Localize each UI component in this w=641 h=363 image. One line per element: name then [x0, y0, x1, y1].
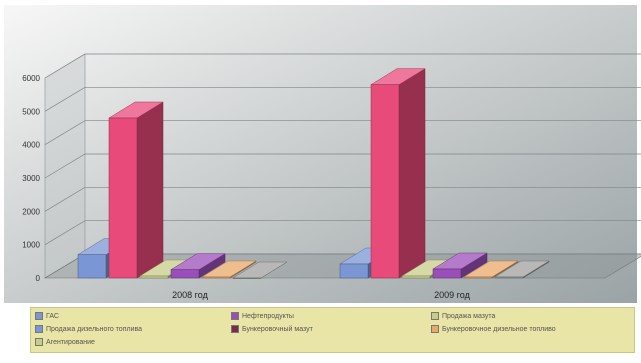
y-tick-label: 1000 — [22, 241, 40, 250]
bar — [463, 260, 519, 279]
bar-front — [370, 84, 400, 279]
gridline — [44, 53, 641, 79]
bar-front — [494, 276, 524, 279]
legend-label: Продажа мазута — [442, 312, 496, 320]
y-tick-label: 6000 — [22, 74, 40, 83]
legend-item: Нефтепродукты — [231, 312, 294, 320]
bar — [370, 68, 426, 279]
bar-front — [432, 268, 462, 279]
bar — [108, 101, 164, 279]
legend-swatch — [431, 325, 439, 333]
x-category-label: 2009 год — [434, 290, 470, 300]
bar-front — [108, 117, 138, 279]
y-tick-label: 5000 — [22, 107, 40, 116]
bars-layer — [77, 68, 550, 279]
legend-swatch — [231, 325, 239, 333]
bar-front — [201, 276, 231, 279]
legend-swatch — [35, 338, 43, 346]
legend-label: Агентирование — [46, 338, 95, 346]
gridline — [44, 220, 641, 245]
bar-front — [463, 276, 493, 279]
legend-item: Бункеровочное дизельное топливо — [431, 325, 556, 333]
legend-item: Агентирование — [35, 338, 95, 346]
legend-label: Бункеровочное дизельное топливо — [442, 325, 556, 333]
legend-label: Нефтепродукты — [242, 312, 294, 320]
legend-swatch — [35, 312, 43, 320]
bar-front — [77, 254, 107, 279]
legend-label: Продажа дизельного топлива — [46, 325, 143, 333]
gridline — [44, 86, 641, 112]
bar — [170, 253, 226, 279]
gridline — [44, 153, 641, 179]
x-category-label: 2008 год — [172, 290, 208, 300]
bar-front — [401, 275, 431, 279]
bar-side — [398, 68, 426, 279]
bar-front — [232, 277, 262, 279]
legend-label: ГАС — [46, 312, 59, 320]
bar-front — [339, 263, 369, 279]
legend-item: Продажа мазута — [431, 312, 495, 320]
legend-swatch — [231, 312, 239, 320]
bar — [494, 260, 550, 279]
legend-item: Продажа дизельного топлива — [35, 325, 142, 333]
gridline — [44, 186, 641, 212]
bar — [201, 260, 257, 279]
gridline — [44, 120, 641, 145]
legend-swatch — [431, 312, 439, 320]
legend-swatch — [35, 325, 43, 333]
legend: ГАС Нефтепродукты Продажа мазута Продажа ди… — [30, 307, 635, 353]
legend-label: Бункеровочный мазут — [242, 325, 313, 333]
y-axis-ticks: 0 1000 2000 3000 4000 5000 6000 — [22, 74, 40, 283]
legend-item: ГАС — [35, 312, 59, 320]
legend-item: Бункеровочный мазут — [231, 325, 313, 333]
bar — [432, 252, 488, 279]
y-tick-label: 0 — [36, 274, 41, 283]
x-axis-categories: 2008 год 2009 год — [172, 290, 470, 300]
y-tick-label: 3000 — [22, 174, 40, 183]
y-tick-label: 2000 — [22, 207, 40, 216]
bar-front — [170, 269, 200, 279]
bar-front — [139, 275, 169, 279]
bar — [232, 261, 288, 279]
bar-side — [136, 101, 164, 279]
y-tick-label: 4000 — [22, 141, 40, 150]
